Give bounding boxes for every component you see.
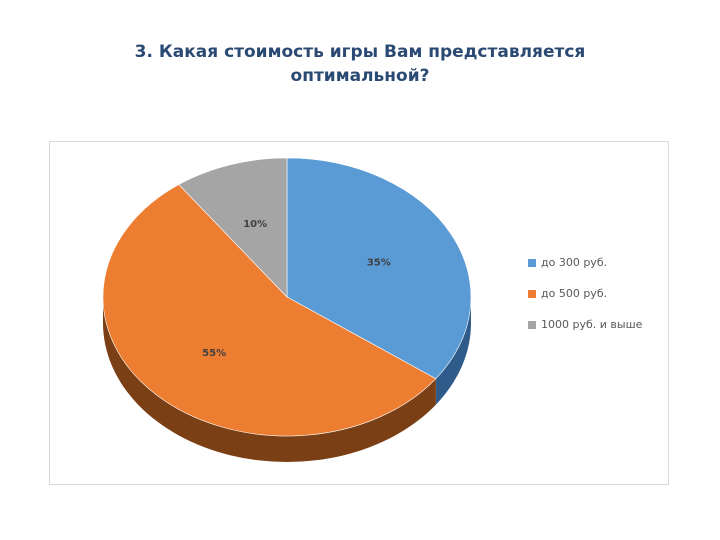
- legend-item-0: до 300 руб.: [528, 255, 668, 270]
- legend: до 300 руб. до 500 руб. 1000 руб. и выше: [528, 255, 668, 348]
- pie-chart: 35% 55% 10%: [102, 157, 472, 462]
- legend-label-0: до 300 руб.: [541, 256, 608, 269]
- pie-slice-1: [102, 184, 437, 437]
- pie-side-0: [435, 297, 471, 405]
- legend-swatch-1: [528, 289, 536, 298]
- legend-label-1: до 500 руб.: [541, 287, 608, 300]
- data-label-2: 10%: [243, 219, 267, 230]
- legend-swatch-0: [528, 258, 536, 267]
- slide-title-line-2: оптимальной?: [290, 66, 430, 86]
- slide-title-line-1: 3. Какая стоимость игры Вам представляет…: [134, 42, 586, 62]
- chart-area: 35% 55% 10% до 300 руб. до 500 руб. 1000 р…: [49, 141, 669, 485]
- pie-slice-2: [178, 157, 288, 298]
- legend-label-2: 1000 руб. и выше: [541, 318, 643, 331]
- pie-slice-0: [286, 157, 472, 380]
- legend-item-2: 1000 руб. и выше: [528, 317, 668, 332]
- pie-side-1: [103, 297, 436, 462]
- legend-item-1: до 500 руб.: [528, 286, 668, 301]
- legend-swatch-2: [528, 320, 536, 329]
- slide-title: 3. Какая стоимость игры Вам представляет…: [60, 40, 660, 88]
- data-label-1: 55%: [202, 348, 226, 359]
- data-label-0: 35%: [367, 258, 391, 269]
